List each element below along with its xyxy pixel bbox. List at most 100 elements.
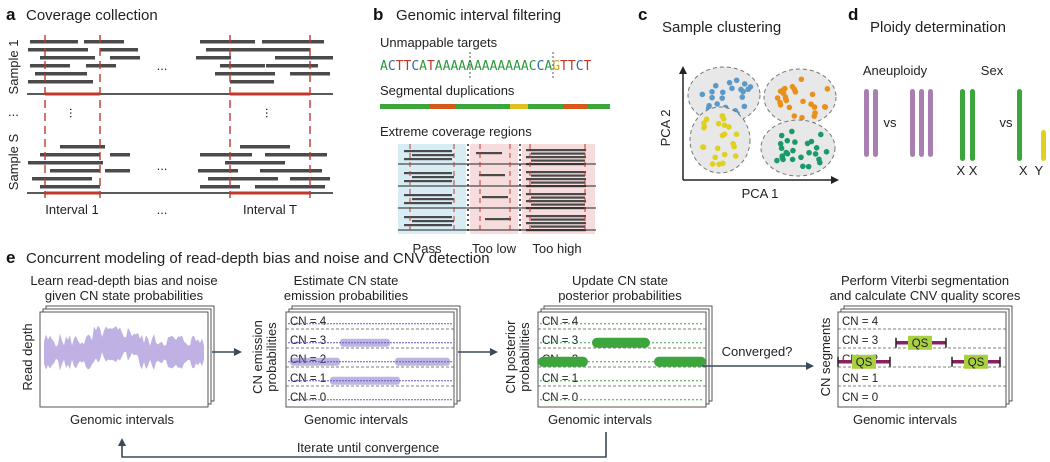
read — [208, 177, 278, 181]
nucleotide: A — [380, 59, 388, 74]
interval-t-label: Interval T — [243, 202, 297, 217]
read — [225, 161, 285, 165]
sex-label: Sex — [981, 63, 1004, 78]
sample-point — [731, 143, 737, 150]
read — [240, 145, 290, 149]
qs-box — [852, 354, 876, 369]
vertical-ellipsis-1: ... — [67, 108, 82, 119]
read-depth-ylabel: Read depth — [20, 323, 35, 390]
nucleotide: A — [466, 59, 474, 74]
sample-point — [747, 84, 754, 90]
read-depth-signal — [44, 325, 204, 371]
extreme-coverage-reads — [404, 149, 586, 232]
nucleotide: A — [458, 59, 466, 74]
read — [526, 156, 586, 159]
read — [404, 224, 452, 227]
read — [28, 161, 103, 165]
read — [266, 64, 318, 68]
too-low-region — [470, 144, 518, 234]
read — [110, 153, 130, 157]
panel-c: c Sample clustering PCA 2 PCA 1 — [638, 5, 839, 201]
sample-point — [778, 132, 785, 139]
read — [526, 178, 586, 181]
sample-point — [719, 89, 726, 96]
sample-point — [798, 154, 804, 161]
read — [30, 64, 70, 68]
panel-d-title: Ploidy determination — [870, 19, 1006, 36]
qs-label: QS — [912, 338, 929, 350]
nucleotide: A — [521, 59, 529, 74]
read — [200, 40, 255, 44]
read — [526, 215, 586, 218]
read — [412, 198, 454, 201]
panel-b-title: Genomic interval filtering — [396, 7, 561, 24]
emission-blob — [340, 338, 390, 347]
sample-point — [709, 161, 716, 167]
panel-a-title: Coverage collection — [26, 7, 158, 24]
segdup-segment — [455, 104, 510, 109]
interval-boundaries — [44, 35, 311, 198]
segments-panel: CN = 4CN = 3CN = 2CN = 1CN = 0 — [837, 305, 1013, 408]
read — [479, 174, 505, 177]
step2-title-line2: emission probabilities — [284, 288, 409, 303]
read — [260, 169, 322, 173]
panel-a-letter: a — [6, 5, 16, 24]
sample-point — [818, 131, 824, 138]
read — [40, 56, 95, 60]
read — [240, 48, 310, 52]
cn-state-label: CN = 1 — [290, 373, 326, 385]
read — [482, 196, 508, 199]
panel-a: a Coverage collection Sample 1 Sample S … — [6, 5, 333, 217]
sample-point — [721, 131, 728, 137]
read — [485, 218, 511, 221]
sample-point — [719, 95, 726, 101]
sex-chromosomes — [960, 89, 1046, 161]
sample-point — [811, 104, 818, 110]
posterior-blob — [654, 356, 706, 367]
panel-d-letter: d — [848, 5, 858, 24]
nucleotide: A — [497, 59, 505, 74]
sample-point — [721, 151, 728, 158]
sample-point — [740, 88, 746, 95]
sample-point — [783, 149, 790, 156]
sample-point — [774, 157, 780, 164]
panel-c-title: Sample clustering — [662, 19, 781, 36]
too-high-label: Too high — [532, 241, 581, 256]
read — [404, 202, 452, 205]
sample-point — [813, 145, 820, 151]
nucleotide: A — [419, 59, 427, 74]
iterate-label: Iterate until convergence — [297, 440, 439, 455]
read — [412, 220, 454, 223]
step2-title-line1: Estimate CN state — [294, 273, 399, 288]
nucleotide: A — [443, 59, 451, 74]
sample-point — [774, 95, 781, 101]
nucleotide: A — [490, 59, 498, 74]
nucleotide: T — [396, 59, 404, 74]
read — [262, 40, 324, 44]
sample-point — [716, 161, 722, 168]
nucleotide: A — [513, 59, 521, 74]
posterior-ylabel-line1: CN posterior — [503, 320, 518, 394]
nucleotide: C — [576, 59, 584, 74]
nucleotide: A — [505, 59, 513, 74]
xx-label: X X — [957, 163, 978, 178]
read — [531, 203, 585, 206]
step3-title-line1: Update CN state — [572, 273, 668, 288]
sample-point — [729, 85, 735, 92]
step4-title-line2: and calculate CNV quality scores — [830, 288, 1021, 303]
iterate-loop-arrow — [118, 432, 607, 458]
segdup-segment — [588, 104, 610, 109]
sample-point — [812, 151, 819, 157]
interval-ellipsis-top: ... — [157, 58, 168, 73]
aneuploidy-label: Aneuploidy — [863, 63, 928, 78]
nucleotide: A — [435, 59, 443, 74]
sample-point — [782, 96, 789, 102]
region-separators — [467, 144, 521, 234]
cn-state-label: CN = 4 — [842, 316, 879, 328]
read — [531, 225, 585, 228]
coverage-reads — [28, 40, 333, 189]
step3-xlabel: Genomic intervals — [548, 412, 653, 427]
sample-point — [809, 91, 816, 98]
sample-point — [709, 94, 715, 101]
cnv-segment-marks: QS QS QS — [837, 335, 1001, 369]
